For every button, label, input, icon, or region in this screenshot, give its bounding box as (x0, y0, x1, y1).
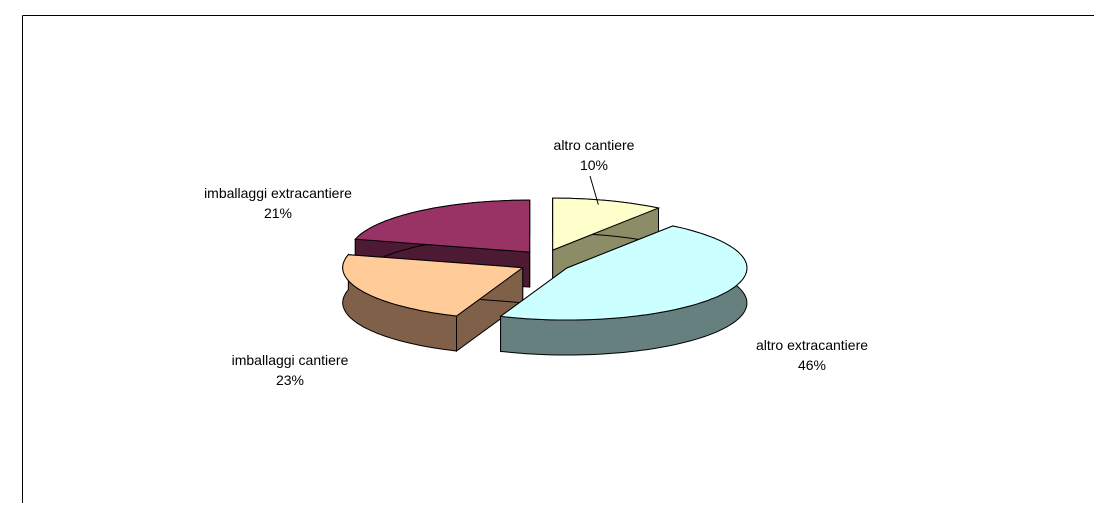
slice-label: imballaggi extracantiere (204, 185, 352, 201)
pie-tops (342, 197, 748, 321)
labels: altro cantiere 10% altro extracantiere 46% i… (204, 137, 868, 388)
slice-top (354, 199, 531, 253)
slice-top (342, 254, 525, 317)
slice-top (499, 225, 748, 321)
leader-line (589, 175, 599, 205)
slice-value-label: 23% (276, 372, 304, 388)
slice-label: altro cantiere (554, 137, 635, 153)
slice-value-label: 21% (264, 205, 292, 221)
slice-top (552, 197, 661, 251)
slice-label: altro extracantiere (756, 337, 868, 353)
slice-value-label: 10% (580, 157, 608, 173)
slice-value-label: 46% (798, 357, 826, 373)
slice-label: imballaggi cantiere (232, 352, 349, 368)
